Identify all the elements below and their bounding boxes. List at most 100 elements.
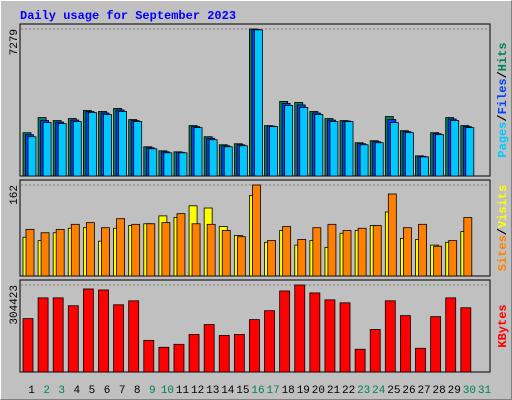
x-tick-label: 8	[134, 385, 141, 397]
bar	[103, 114, 112, 177]
x-tick-label: 7	[119, 385, 126, 397]
legend-entry: Visits	[496, 185, 510, 228]
x-tick-label: 27	[417, 385, 430, 397]
bar	[415, 347, 426, 373]
bar	[203, 324, 215, 373]
bar	[344, 121, 354, 177]
bar	[221, 230, 231, 277]
bar	[463, 217, 473, 277]
bar	[312, 227, 322, 277]
bar	[435, 134, 445, 177]
bar	[67, 305, 79, 373]
bar	[433, 245, 443, 277]
bar	[236, 236, 246, 277]
bar	[70, 223, 80, 277]
bar	[37, 297, 49, 373]
bar	[327, 223, 337, 277]
bar	[55, 228, 65, 277]
bar	[372, 225, 382, 277]
x-tick-label: 1	[28, 385, 35, 397]
bar	[208, 139, 218, 177]
x-tick-label: 3	[58, 385, 65, 397]
bar	[342, 230, 352, 277]
bar	[418, 223, 427, 277]
legend-entry: Pages	[496, 122, 510, 158]
bar	[218, 335, 230, 373]
bar	[403, 227, 412, 277]
x-tick-label: 9	[149, 385, 156, 397]
bar	[163, 152, 173, 177]
x-tick-label: 12	[191, 385, 204, 397]
bar	[188, 334, 200, 373]
bar	[40, 232, 50, 277]
bar	[405, 132, 414, 177]
bar	[354, 348, 366, 373]
x-tick-label: 26	[402, 385, 415, 397]
legend-separator: /	[496, 114, 510, 121]
legend-entry: Hits	[496, 42, 510, 71]
bar	[269, 126, 278, 177]
x-tick-label: 10	[161, 385, 174, 397]
legend-entry: Files	[496, 78, 510, 114]
bar	[116, 218, 125, 277]
bar	[85, 222, 95, 277]
x-tick-label: 25	[387, 385, 400, 397]
y-tick-label: 162	[9, 185, 21, 205]
bar	[460, 307, 472, 373]
bar	[359, 144, 369, 177]
bar	[299, 107, 309, 177]
x-tick-label: 28	[433, 385, 446, 397]
bar	[57, 123, 67, 177]
x-tick-label: 20	[312, 385, 325, 397]
bar	[249, 319, 260, 373]
bar	[191, 223, 201, 277]
bar	[294, 284, 306, 373]
y-tick-label: 304423	[9, 285, 21, 325]
x-tick-label: 22	[342, 385, 355, 397]
bar	[374, 142, 384, 177]
bar	[252, 184, 261, 277]
bar	[72, 121, 82, 177]
bar	[400, 315, 411, 373]
x-tick-label: 6	[104, 385, 111, 397]
x-tick-label: 21	[327, 385, 341, 397]
bar	[284, 105, 294, 177]
bar	[309, 292, 321, 373]
bar	[420, 156, 429, 177]
bar	[87, 112, 97, 177]
legend: KBytes	[496, 304, 510, 347]
x-tick-label: 13	[206, 385, 219, 397]
bar	[267, 240, 276, 277]
chart-title: Daily usage for September 2023	[20, 9, 236, 23]
y-tick-label: 7279	[9, 29, 21, 55]
x-tick-label: 23	[357, 385, 370, 397]
x-tick-label: 18	[282, 385, 295, 397]
x-tick-label: 24	[372, 385, 386, 397]
bar	[465, 127, 475, 177]
x-tick-label: 29	[448, 385, 461, 397]
bar	[113, 304, 124, 373]
bar	[118, 111, 127, 177]
x-tick-label: 4	[74, 385, 81, 397]
bar	[282, 226, 292, 277]
bar	[279, 290, 291, 373]
bar	[445, 297, 457, 373]
x-tick-label: 17	[266, 385, 279, 397]
bar	[98, 289, 109, 373]
bar	[297, 239, 307, 277]
x-tick-label: 2	[43, 385, 50, 397]
bar	[143, 339, 155, 373]
bar	[101, 227, 110, 277]
bar	[22, 318, 34, 373]
bar	[178, 152, 188, 177]
legend: Sites/Visits	[496, 185, 510, 271]
x-tick-label: 16	[251, 385, 264, 397]
bar	[430, 316, 442, 373]
legend-separator: /	[496, 228, 510, 235]
bar	[223, 146, 233, 177]
x-tick-label: 15	[236, 385, 249, 397]
bar	[329, 121, 339, 177]
legend-entry: Sites	[496, 235, 510, 271]
legend: Pages/Files/Hits	[496, 42, 510, 157]
